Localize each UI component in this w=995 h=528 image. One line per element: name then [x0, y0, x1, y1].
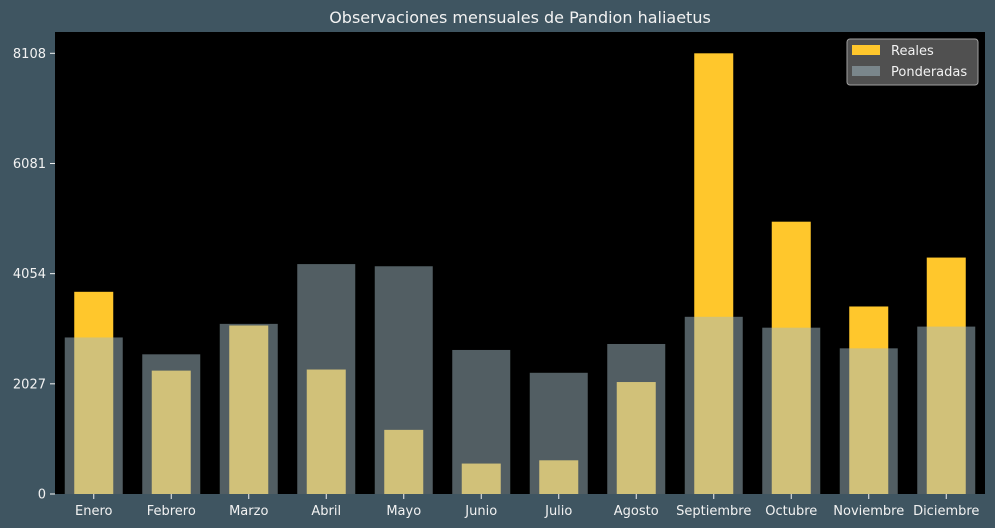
- bar-ponderadas-abril: [297, 264, 356, 494]
- bar-ponderadas-diciembre: [917, 326, 976, 494]
- y-axis: 0 2027 4054 6081 8108: [13, 47, 55, 503]
- bar-ponderadas-octubre: [762, 327, 821, 494]
- legend-label-reales: Reales: [891, 44, 934, 59]
- bar-ponderadas-noviembre: [839, 348, 898, 494]
- x-tick-label-febrero: Febrero: [147, 504, 196, 519]
- bar-ponderadas-febrero: [142, 354, 201, 494]
- bar-ponderadas-agosto: [607, 343, 666, 494]
- y-tick-label: 4054: [13, 267, 46, 282]
- legend: Reales Ponderadas: [846, 38, 979, 86]
- x-tick-label-diciembre: Diciembre: [913, 504, 979, 519]
- bar-ponderadas-mayo: [374, 266, 433, 494]
- y-tick-label: 2027: [13, 377, 46, 392]
- legend-swatch-reales: [852, 45, 880, 55]
- bar-ponderadas-marzo: [219, 323, 278, 494]
- x-tick-label-junio: Junio: [464, 504, 497, 519]
- bar-ponderadas-enero: [64, 337, 123, 494]
- x-tick-label-mayo: Mayo: [386, 504, 421, 519]
- legend-swatch-ponderadas: [852, 66, 880, 76]
- chart-title: Observaciones mensuales de Pandion halia…: [329, 8, 711, 27]
- x-tick-label-agosto: Agosto: [614, 504, 659, 519]
- x-tick-label-enero: Enero: [75, 504, 113, 519]
- x-tick-label-abril: Abril: [311, 504, 341, 519]
- bar-ponderadas-junio: [452, 349, 511, 494]
- x-tick-label-septiembre: Septiembre: [676, 504, 751, 519]
- y-tick-label: 8108: [13, 47, 46, 62]
- bar-ponderadas-julio: [529, 372, 588, 494]
- x-tick-label-octubre: Octubre: [765, 504, 817, 519]
- bars-ponderadas: [64, 264, 976, 494]
- x-axis: Enero Febrero Marzo Abril Mayo Junio Julio Agos…: [75, 494, 979, 519]
- x-tick-label-marzo: Marzo: [229, 504, 268, 519]
- y-tick-label: 0: [38, 488, 46, 503]
- x-tick-label-noviembre: Noviembre: [833, 504, 904, 519]
- legend-label-ponderadas: Ponderadas: [891, 65, 967, 80]
- bar-ponderadas-septiembre: [684, 316, 743, 494]
- x-tick-label-julio: Julio: [544, 504, 572, 519]
- plot-area: [55, 32, 985, 494]
- y-tick-label: 6081: [13, 157, 46, 172]
